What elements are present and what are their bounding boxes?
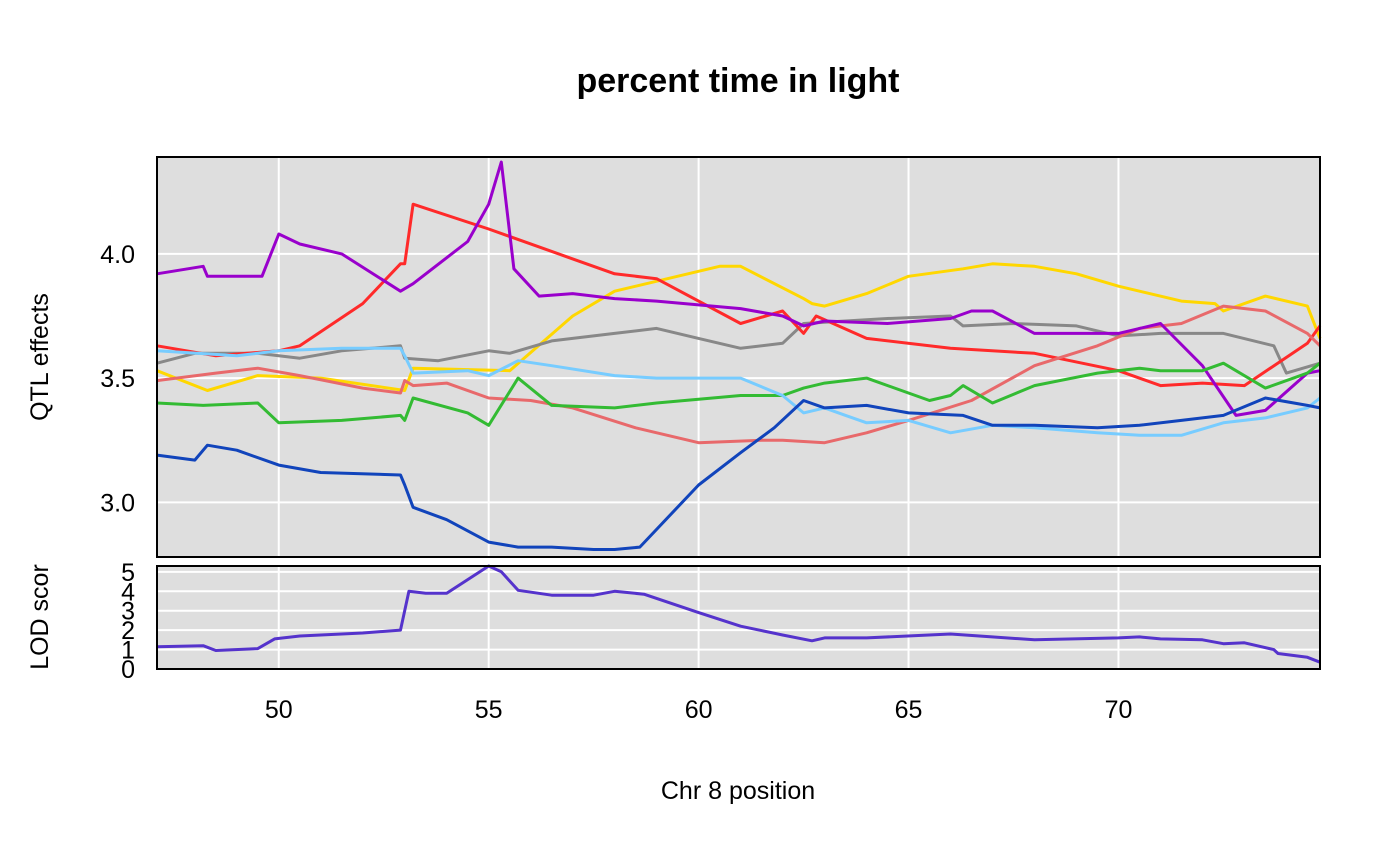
chart-title: percent time in light bbox=[576, 62, 899, 100]
effects-panel: 3.0 3.5 4.0 QTL effects bbox=[26, 156, 1322, 558]
y-tick-label: 3.0 bbox=[100, 489, 135, 517]
x-tick-label: 60 bbox=[685, 696, 713, 724]
y-tick-label: 3.5 bbox=[100, 365, 135, 393]
series-line-8 bbox=[156, 396, 1321, 551]
lod-lines bbox=[156, 564, 1321, 664]
lod-plot-background bbox=[157, 566, 1320, 669]
series-line-6 bbox=[156, 361, 1321, 427]
effects-plot-frame bbox=[156, 156, 1321, 558]
series-line-4 bbox=[156, 304, 1322, 445]
x-tick-label: 70 bbox=[1105, 696, 1133, 724]
y-tick-label: 1 bbox=[121, 637, 135, 665]
effects-lines bbox=[156, 160, 1322, 551]
x-axis: 50 55 60 65 70 bbox=[265, 696, 1133, 724]
y-tick-label: 0 bbox=[121, 656, 135, 684]
lod-y-axis-label: LOD scor bbox=[26, 564, 54, 670]
series-line-3 bbox=[156, 202, 1322, 388]
series-line-1 bbox=[156, 564, 1321, 664]
x-tick-label: 55 bbox=[475, 696, 503, 724]
lod-plot-frame bbox=[156, 565, 1321, 670]
x-tick-label: 65 bbox=[895, 696, 923, 724]
x-axis-label: Chr 8 position bbox=[661, 777, 815, 805]
effects-y-axis: 3.0 3.5 4.0 bbox=[100, 241, 135, 517]
effects-y-axis-label: QTL effects bbox=[26, 293, 54, 421]
y-tick-label: 4.0 bbox=[100, 241, 135, 269]
y-tick-label: 3 bbox=[121, 598, 135, 626]
series-line-7 bbox=[156, 346, 1321, 437]
y-tick-label: 4 bbox=[121, 578, 135, 606]
x-tick-label: 50 bbox=[265, 696, 293, 724]
series-line-5 bbox=[156, 160, 1321, 417]
y-tick-label: 2 bbox=[121, 617, 135, 645]
y-tick-label: 5 bbox=[121, 559, 135, 587]
effects-plot-background bbox=[157, 157, 1320, 557]
